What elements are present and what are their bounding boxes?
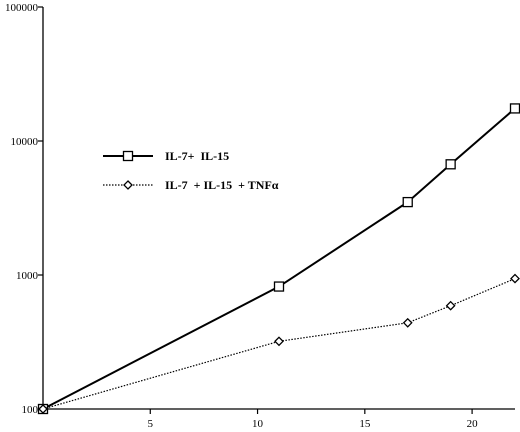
data-point [38,404,48,414]
series-2 [38,273,520,414]
series-line [42,107,516,410]
data-point [402,317,413,328]
data-point [445,159,456,170]
series-layer [37,103,520,415]
legend-item-2: IL-7 + IL-15 + TNFα [103,178,279,192]
data-point [445,300,456,311]
data-point [402,196,413,208]
legend-item-1: IL-7+ IL-15 [103,149,229,163]
legend-marker [123,180,133,190]
x-tick-label: 10 [252,418,264,430]
data-point [273,281,285,292]
series-1 [37,103,520,415]
x-tick-label: 5 [148,418,154,430]
x-tick-label: 15 [359,418,371,430]
legend-label: IL-7 + IL-15 + TNFα [165,178,279,192]
y-tick-label: 100000 [5,2,39,14]
axes: 100 1000 10000 100000 5 10 15 20 [5,2,515,430]
y-tick-label: 10000 [11,136,39,148]
data-point [510,273,520,284]
x-tick-label: 20 [467,418,479,430]
legend-label: IL-7+ IL-15 [165,149,229,163]
data-point [274,336,284,347]
y-tick-label: 100 [22,404,39,416]
legend-marker [122,150,134,162]
legend: IL-7+ IL-15 IL-7 + IL-15 + TNFα [103,149,279,192]
data-point [509,103,520,114]
y-tick-label: 1000 [16,270,39,282]
